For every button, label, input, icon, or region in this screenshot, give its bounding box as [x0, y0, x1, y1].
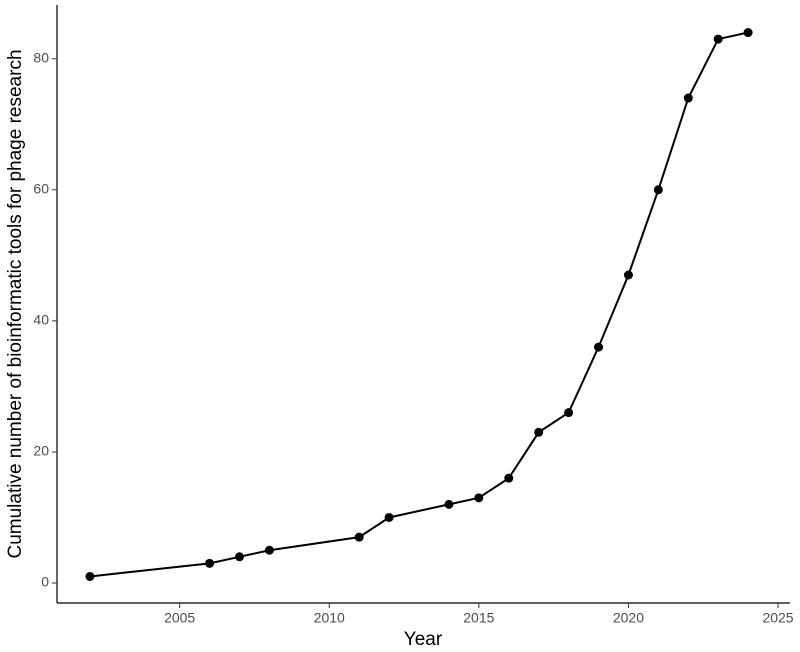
data-point: [534, 427, 544, 437]
y-tick-label: 20: [33, 443, 49, 459]
x-axis-title: Year: [404, 629, 443, 650]
data-point: [235, 552, 245, 562]
data-point: [713, 34, 723, 44]
data-point: [683, 93, 693, 103]
x-tick-label: 2020: [613, 610, 644, 626]
x-tick-label: 2010: [314, 610, 345, 626]
x-tick-label: 2005: [164, 610, 195, 626]
data-point: [623, 270, 633, 280]
y-tick-label: 60: [33, 181, 49, 197]
data-point: [85, 571, 95, 581]
data-point: [594, 342, 604, 352]
data-point: [205, 558, 215, 568]
data-point: [504, 473, 514, 483]
x-tick-label: 2025: [762, 610, 793, 626]
data-point: [354, 532, 364, 542]
data-line: [89, 31, 749, 578]
data-point: [384, 512, 394, 522]
x-tick-label: 2015: [463, 610, 494, 626]
y-tick-label: 80: [33, 49, 49, 65]
data-point: [444, 499, 454, 509]
y-axis-title: Cumulative number of bioinformatic tools…: [5, 49, 26, 558]
y-tick-label: 40: [33, 312, 49, 328]
data-point: [743, 28, 753, 38]
y-tick-label: 0: [41, 574, 49, 590]
data-point: [474, 493, 484, 503]
data-point: [264, 545, 274, 555]
data-point: [653, 185, 663, 195]
data-point: [564, 408, 574, 418]
